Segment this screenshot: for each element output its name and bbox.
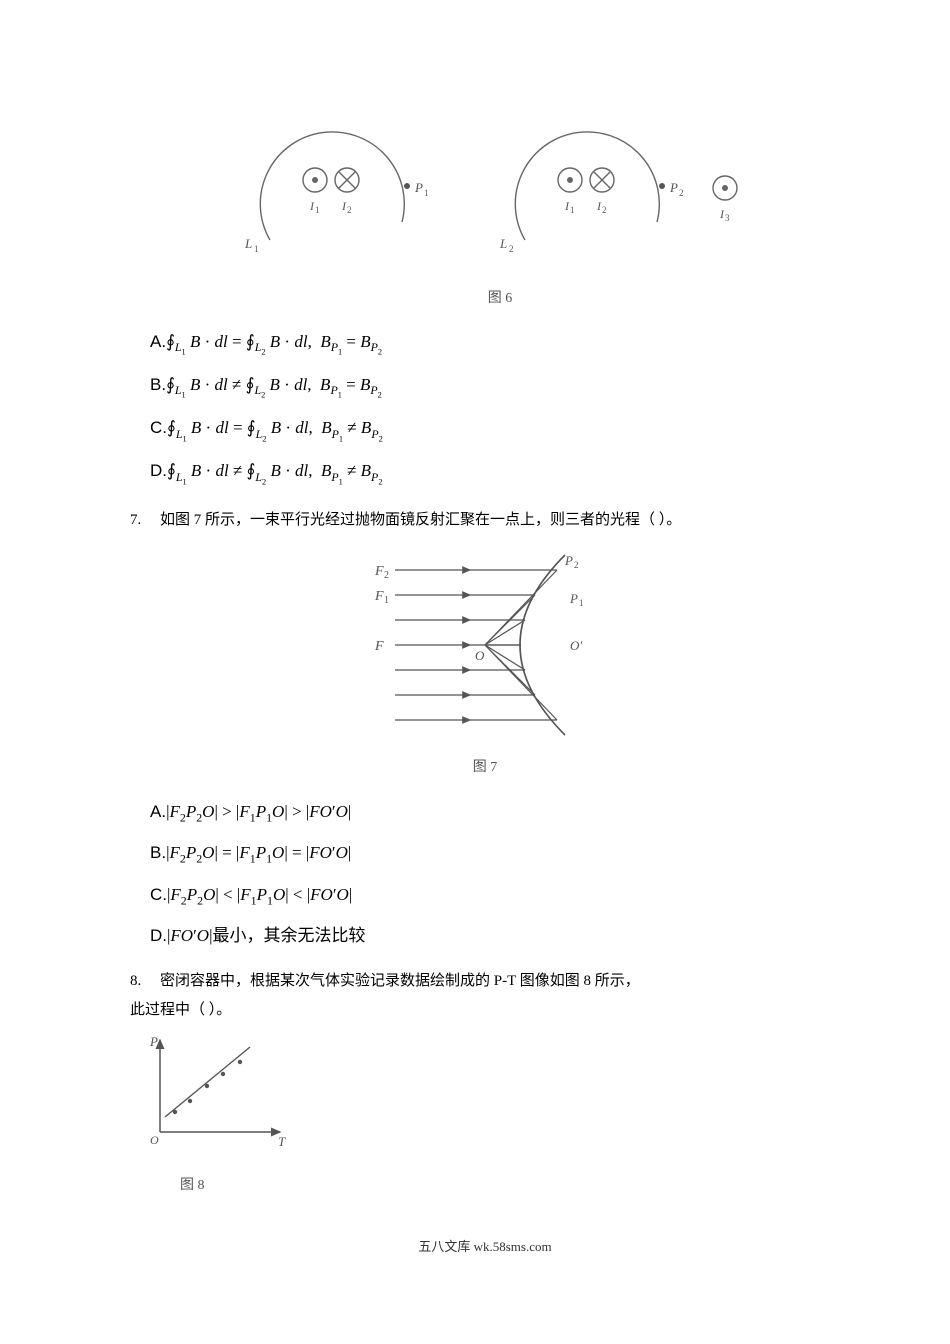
q6-options-block: A.∮L1 B · dl = ∮L2 B · dl, BP1 = BP2 B.∮… bbox=[150, 328, 840, 488]
figure-8-caption: 图 8 bbox=[180, 1175, 840, 1197]
svg-text:1: 1 bbox=[384, 595, 389, 606]
svg-text:1: 1 bbox=[570, 205, 575, 215]
svg-text:3: 3 bbox=[725, 213, 730, 223]
q7-option-b: B.|F2P2O| = |F1P1O| = |FO′O| bbox=[150, 839, 840, 868]
svg-text:2: 2 bbox=[509, 244, 514, 254]
q7-body: 如图 7 所示，一束平行光经过抛物面镜反射汇聚在一点上，则三者的光程（ ）。 bbox=[160, 512, 681, 528]
q7-text: 7.如图 7 所示，一束平行光经过抛物面镜反射汇聚在一点上，则三者的光程（ ）。 bbox=[130, 506, 840, 535]
figure-7-caption: 图 7 bbox=[130, 757, 840, 779]
page-footer: 五八文库 wk.58sms.com bbox=[130, 1237, 840, 1258]
svg-text:F: F bbox=[374, 639, 384, 654]
svg-text:1: 1 bbox=[579, 598, 584, 608]
q8-text: 8.密闭容器中，根据某次气体实验记录数据绘制成的 P-T 图像如图 8 所示， … bbox=[130, 967, 840, 1024]
svg-text:L: L bbox=[499, 236, 507, 251]
svg-text:1: 1 bbox=[315, 205, 320, 215]
svg-text:1: 1 bbox=[424, 188, 429, 198]
figure-6-caption: 图 6 bbox=[160, 288, 840, 310]
q7-option-d: D.|FO′O|最小，其余无法比较 bbox=[150, 922, 840, 949]
q7-option-a: A.|F2P2O| > |F1P1O| > |FO′O| bbox=[150, 798, 840, 827]
q8-body-line1: 密闭容器中，根据某次气体实验记录数据绘制成的 P-T 图像如图 8 所示， bbox=[160, 973, 640, 989]
q7-options-block: A.|F2P2O| > |F1P1O| > |FO′O| B.|F2P2O| =… bbox=[150, 798, 840, 950]
svg-text:2: 2 bbox=[679, 188, 684, 198]
q7-number: 7. bbox=[130, 506, 160, 535]
svg-text:P: P bbox=[564, 553, 573, 568]
svg-text:F: F bbox=[374, 564, 384, 579]
svg-text:2: 2 bbox=[602, 205, 607, 215]
svg-text:L: L bbox=[244, 236, 252, 251]
figure-7: F2 F1 F P2 P1 O′ O 图 7 bbox=[130, 545, 840, 780]
figure-8: P T O 图 8 bbox=[140, 1032, 840, 1197]
q7-option-c: C.|F2P2O| < |F1P1O| < |FO′O| bbox=[150, 881, 840, 910]
svg-text:P: P bbox=[569, 591, 578, 606]
svg-text:2: 2 bbox=[384, 570, 389, 581]
svg-text:2: 2 bbox=[347, 205, 352, 215]
q8-number: 8. bbox=[130, 967, 160, 996]
svg-text:O: O bbox=[150, 1133, 159, 1147]
q8-body-line2: 此过程中（ ）。 bbox=[130, 1002, 231, 1018]
figure-6-svg: I 1 I 2 P 1 L 1 I 1 I 2 P 2 L 2 bbox=[220, 110, 780, 275]
q6-option-b: B.∮L1 B · dl ≠ ∮L2 B · dl, BP1 = BP2 bbox=[150, 371, 840, 402]
svg-text:T: T bbox=[278, 1134, 286, 1149]
q6-option-d: D.∮L1 B · dl ≠ ∮L2 B · dl, BP1 ≠ BP2 bbox=[150, 457, 840, 488]
svg-text:O′: O′ bbox=[570, 638, 582, 653]
svg-text:1: 1 bbox=[254, 244, 259, 254]
figure-6: I 1 I 2 P 1 L 1 I 1 I 2 P 2 L 2 bbox=[160, 110, 840, 310]
svg-text:O: O bbox=[475, 648, 485, 663]
svg-text:2: 2 bbox=[574, 560, 579, 570]
q6-option-a: A.∮L1 B · dl = ∮L2 B · dl, BP1 = BP2 bbox=[150, 328, 840, 359]
svg-text:F: F bbox=[374, 589, 384, 604]
svg-text:P: P bbox=[669, 180, 678, 195]
svg-text:P: P bbox=[414, 180, 423, 195]
svg-text:P: P bbox=[149, 1034, 158, 1049]
figure-8-svg: P T O bbox=[140, 1032, 310, 1162]
figure-7-svg: F2 F1 F P2 P1 O′ O bbox=[335, 545, 635, 745]
q6-option-c: C.∮L1 B · dl = ∮L2 B · dl, BP1 ≠ BP2 bbox=[150, 414, 840, 445]
